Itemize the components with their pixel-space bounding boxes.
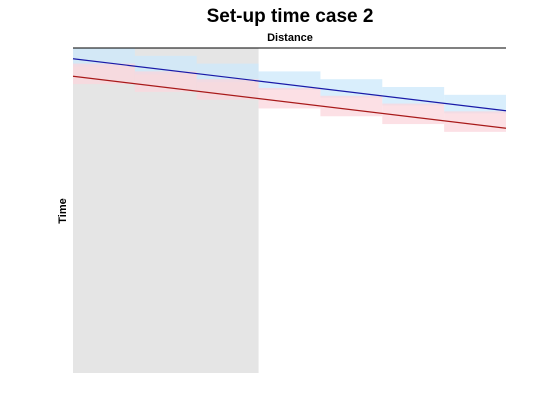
band-step-1-2 [134,55,197,75]
band-step-1-3 [196,63,259,83]
band-step-2-2 [134,71,197,92]
band-step-2-5 [320,95,383,117]
plot-area [72,47,507,373]
band-step-2-1 [73,63,135,85]
band-step-1-5 [320,79,383,98]
series-line-1 [72,58,507,112]
chart-title: Set-up time case 2 [207,6,374,27]
band-step-1-1 [73,48,135,67]
shaded-region [73,48,259,373]
series-line-2 [72,75,507,129]
band-step-2-4 [258,87,321,109]
band-step-2-6 [382,103,445,125]
y-axis-label: Time [57,198,69,223]
x-axis-label: Distance [267,32,313,44]
band-step-2-3 [196,79,259,100]
band-step-1-4 [258,71,321,90]
